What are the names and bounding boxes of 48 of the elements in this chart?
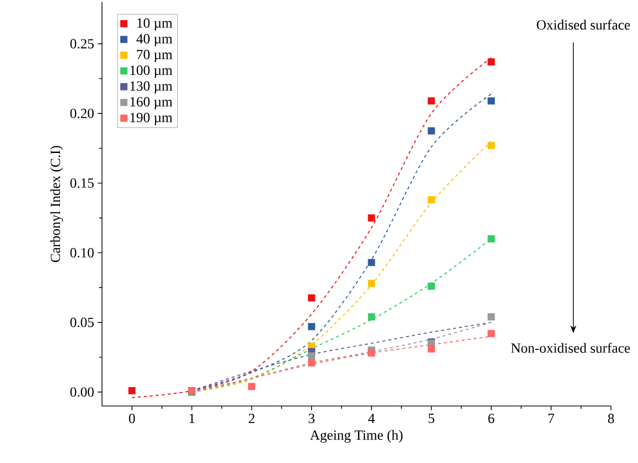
point xyxy=(488,58,495,66)
annotation: Non-oxidised surface xyxy=(511,342,630,353)
point xyxy=(428,282,435,290)
legend-label: 160 µm xyxy=(130,97,172,110)
x-tick-label: 4 xyxy=(368,414,375,423)
point xyxy=(428,127,435,134)
x-tick-label: 1 xyxy=(190,414,194,423)
point xyxy=(488,142,495,150)
y-tick-label: 0.25 xyxy=(70,39,94,49)
y-tick-label: 0.05 xyxy=(70,318,94,328)
point xyxy=(368,258,376,266)
legend-label: 70 µm xyxy=(137,50,172,62)
legend-label: 190 µm xyxy=(130,112,172,126)
legend-label: 10 µm xyxy=(137,18,172,31)
x-tick-label: 6 xyxy=(488,414,494,424)
point xyxy=(308,323,316,330)
y-axis-title: Carbonyl Index (C.I) xyxy=(50,146,63,262)
point xyxy=(308,294,316,302)
point xyxy=(488,235,495,242)
point xyxy=(308,359,316,366)
point xyxy=(128,387,136,394)
x-tick-label: 2 xyxy=(248,414,254,424)
y-tick-label: 0.00 xyxy=(70,387,94,397)
x-tick-label: 3 xyxy=(308,414,315,424)
x-tick-label: 5 xyxy=(428,414,434,424)
x-axis-title: Ageing Time (h) xyxy=(310,430,403,443)
x-tick-label: 0 xyxy=(128,414,135,424)
point xyxy=(428,196,435,204)
point xyxy=(428,345,435,352)
point xyxy=(428,97,435,104)
y-tick-label: 0.15 xyxy=(70,178,94,188)
point xyxy=(488,330,495,338)
y-tick-label: 0.10 xyxy=(70,248,94,258)
x-tick-label: 8 xyxy=(608,414,614,424)
point xyxy=(368,280,376,287)
point xyxy=(248,382,256,390)
y-tick-label: 0.20 xyxy=(70,108,94,118)
x-tick-label: 7 xyxy=(548,414,554,423)
annotation: Oxidised surface xyxy=(536,20,630,30)
point xyxy=(488,97,495,104)
point xyxy=(368,214,376,222)
point xyxy=(368,349,376,357)
legend-label: 130 µm xyxy=(130,81,172,94)
legend-label: 40 µm xyxy=(136,34,172,46)
point xyxy=(308,352,316,360)
legend-label: 100 µm xyxy=(130,66,172,78)
point xyxy=(488,313,495,320)
point xyxy=(368,313,376,320)
